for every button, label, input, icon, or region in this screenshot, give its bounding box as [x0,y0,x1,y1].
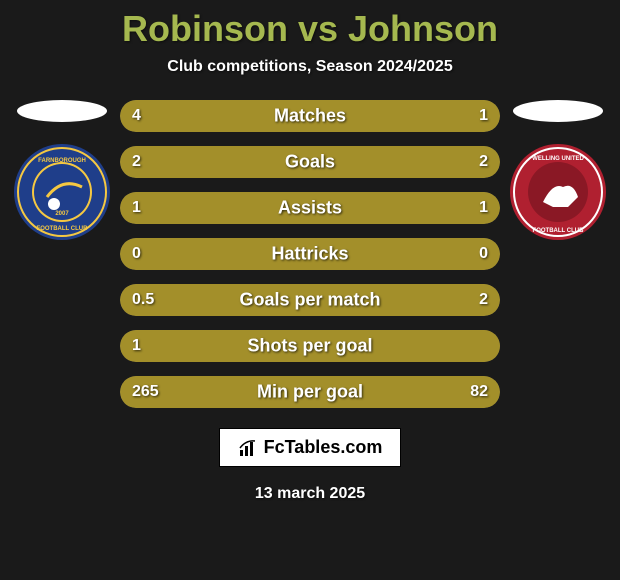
bar-fill-right [424,100,500,132]
stat-label: Goals per match [239,290,380,311]
stat-label: Hattricks [271,244,348,265]
header: Robinson vs Johnson Club competitions, S… [0,0,620,76]
logo-text: FcTables.com [264,437,383,458]
stat-row: 265 82 Min per goal [120,376,500,408]
stat-value-right: 0 [479,245,488,263]
right-crest-column: WELLING UNITED FOOTBALL CLUB [508,100,608,242]
stat-label: Assists [278,198,342,219]
stat-label: Shots per goal [247,336,372,357]
stat-row: 0 0 Hattricks [120,238,500,270]
stat-value-left: 0 [132,245,141,263]
stat-label: Matches [274,106,346,127]
right-club-crest: WELLING UNITED FOOTBALL CLUB [508,142,608,242]
stat-value-right: 2 [479,153,488,171]
player-shadow-right [513,100,603,122]
stat-value-right: 1 [479,199,488,217]
svg-text:2007: 2007 [55,211,69,217]
svg-text:FARNBOROUGH: FARNBOROUGH [38,158,86,164]
stats-bars: 4 1 Matches 2 2 Goals 1 1 Assists 0 0 Hattricks 0.5 2… [120,100,500,408]
fctables-logo[interactable]: FcTables.com [219,428,402,467]
stat-value-right: 82 [470,383,488,401]
stat-label: Goals [285,152,335,173]
date-text: 13 march 2025 [0,485,620,503]
left-club-crest: FARNBOROUGH FOOTBALL CLUB 2007 [12,142,112,242]
page-subtitle: Club competitions, Season 2024/2025 [0,58,620,76]
stat-row: 1 1 Assists [120,192,500,224]
svg-text:WELLING UNITED: WELLING UNITED [532,156,584,162]
svg-text:FOOTBALL CLUB: FOOTBALL CLUB [533,228,585,234]
bar-fill-left [120,100,424,132]
stat-row: 4 1 Matches [120,100,500,132]
footer: FcTables.com 13 march 2025 [0,428,620,503]
left-crest-column: FARNBOROUGH FOOTBALL CLUB 2007 [12,100,112,242]
stat-value-left: 1 [132,337,141,355]
main-content: FARNBOROUGH FOOTBALL CLUB 2007 4 1 Matches… [0,100,620,408]
stat-value-left: 2 [132,153,141,171]
stat-value-left: 265 [132,383,159,401]
bar-fill-left [120,146,310,178]
stat-value-left: 4 [132,107,141,125]
stat-row: 2 2 Goals [120,146,500,178]
page-title: Robinson vs Johnson [0,8,620,50]
player-shadow-left [17,100,107,122]
svg-text:FOOTBALL CLUB: FOOTBALL CLUB [37,226,89,232]
stat-value-left: 0.5 [132,291,154,309]
stat-row: 1 Shots per goal [120,330,500,362]
stat-label: Min per goal [257,382,363,403]
stat-value-right: 1 [479,107,488,125]
stat-value-left: 1 [132,199,141,217]
bar-fill-right [310,146,500,178]
stat-value-right: 2 [479,291,488,309]
chart-icon [238,438,258,458]
stat-row: 0.5 2 Goals per match [120,284,500,316]
